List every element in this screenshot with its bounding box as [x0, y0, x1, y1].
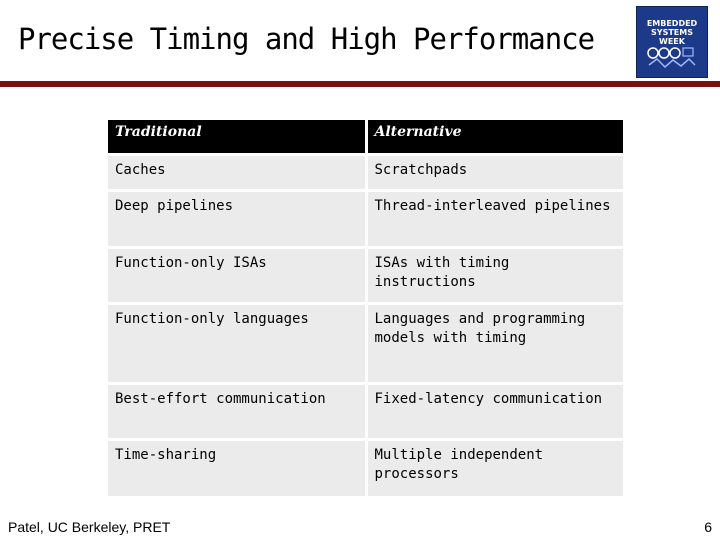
- alternative-cell: Scratchpads: [366, 152, 623, 190]
- traditional-cell: Function-only ISAs: [108, 245, 368, 303]
- traditional-cell: Caches: [108, 152, 368, 190]
- alternative-cell: Multiple independent processors: [366, 437, 623, 496]
- table-row: Caches Scratchpads: [108, 152, 623, 190]
- header-traditional: Traditional: [108, 120, 368, 154]
- header-alternative: Alternative: [366, 120, 623, 154]
- table-row: Time-sharing Multiple independent proces…: [108, 437, 623, 496]
- alternative-cell: Fixed-latency communication: [366, 381, 623, 439]
- table-row: Deep pipelines Thread-interleaved pipeli…: [108, 188, 623, 247]
- table-row: Function-only ISAs ISAs with timing inst…: [108, 245, 623, 303]
- alternative-cell: Thread-interleaved pipelines: [366, 188, 623, 247]
- traditional-cell: Time-sharing: [108, 437, 368, 496]
- title-divider: [0, 81, 720, 87]
- page-title: Precise Timing and High Performance: [18, 22, 595, 56]
- comparison-table: Traditional Alternative Caches Scratchpa…: [108, 120, 623, 496]
- traditional-cell: Function-only languages: [108, 301, 368, 383]
- esweek-logo: EMBEDDED SYSTEMS WEEK: [636, 6, 708, 78]
- alternative-cell: Languages and programming models with ti…: [366, 301, 623, 383]
- logo-text: EMBEDDED SYSTEMS WEEK: [646, 19, 698, 46]
- page-number: 6: [704, 519, 712, 535]
- traditional-cell: Deep pipelines: [108, 188, 368, 247]
- table-row: Function-only languages Languages and pr…: [108, 301, 623, 383]
- logo-graphic-icon: [647, 47, 696, 69]
- table-header-row: Traditional Alternative: [108, 120, 623, 154]
- traditional-cell: Best-effort communication: [108, 381, 368, 439]
- footer-author: Patel, UC Berkeley, PRET: [8, 519, 171, 535]
- alternative-cell: ISAs with timing instructions: [366, 245, 623, 303]
- table-row: Best-effort communication Fixed-latency …: [108, 381, 623, 439]
